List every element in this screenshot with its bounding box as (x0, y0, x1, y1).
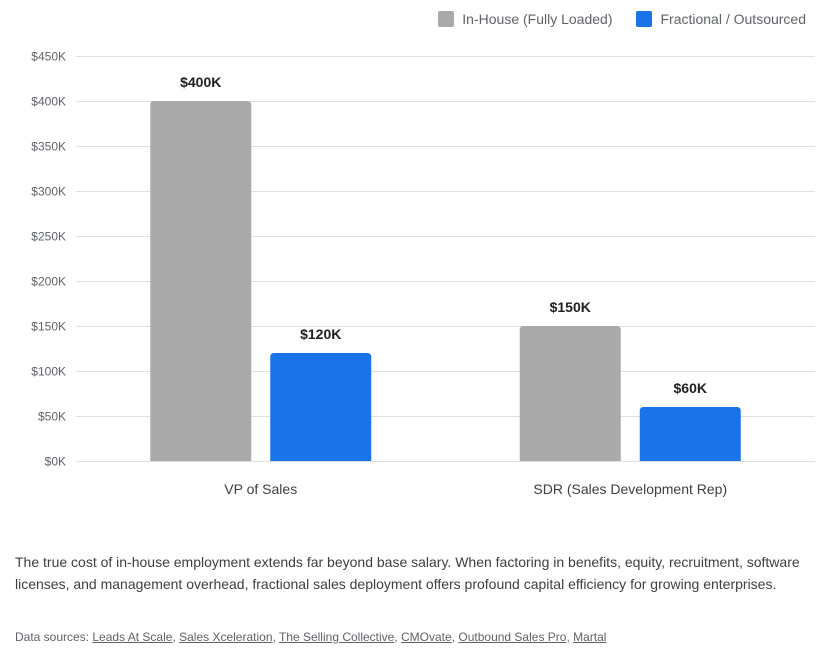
legend-swatch-in-house (438, 11, 455, 27)
y-tick-label: $50K (38, 410, 66, 424)
bar-value-label: $60K (674, 380, 707, 396)
y-tick-label: $100K (31, 365, 66, 379)
chart-caption: The true cost of in-house employment ext… (15, 554, 800, 592)
y-tick-label: $450K (31, 50, 66, 64)
legend-label-in-house: In-House (Fully Loaded) (462, 11, 613, 27)
bar-fractional-1[interactable] (639, 407, 741, 461)
source-link-martal[interactable]: Martal (573, 630, 607, 644)
legend-label-fractional: Fractional / Outsourced (660, 11, 806, 27)
bar-in-house-1[interactable] (519, 326, 621, 461)
x-tick-label: VP of Sales (224, 481, 297, 497)
source-link-leads-at-scale[interactable]: Leads At Scale (92, 630, 173, 644)
y-tick-label: $250K (31, 230, 66, 244)
source-link-outbound-sales-pro[interactable]: Outbound Sales Pro (458, 630, 567, 644)
bar-value-label: $400K (180, 74, 221, 90)
y-tick-label: $0K (45, 455, 66, 469)
x-axis-labels: VP of Sales SDR (Sales Development Rep) (224, 481, 727, 497)
y-tick-label: $150K (31, 320, 66, 334)
sources-prefix: Data sources: (15, 630, 93, 644)
y-tick-label: $350K (31, 140, 66, 154)
bar-value-label: $150K (550, 299, 591, 315)
bar-fractional-0[interactable] (270, 353, 372, 461)
bar-value-label: $120K (300, 326, 341, 342)
y-axis-ticks: $0K $50K $100K $150K $200K $250K $300K $350K $40… (31, 50, 66, 469)
x-tick-label: SDR (Sales Development Rep) (533, 481, 727, 497)
y-tick-label: $400K (31, 95, 66, 109)
y-tick-label: $200K (31, 275, 66, 289)
legend-item-in-house[interactable]: In-House (Fully Loaded) (438, 11, 612, 27)
bar-in-house-0[interactable] (150, 101, 252, 461)
legend-item-fractional[interactable]: Fractional / Outsourced (636, 11, 806, 27)
bar-value-labels: $400K $120K $150K $60K (180, 74, 707, 396)
bar-chart: $0K $50K $100K $150K $200K $250K $300K $350K $40… (31, 50, 815, 497)
chart-legend: In-House (Fully Loaded) Fractional / Out… (414, 11, 806, 27)
source-link-cmovate[interactable]: CMOvate (401, 630, 452, 644)
data-sources: Data sources: Leads At Scale, Sales Xcel… (15, 630, 607, 644)
y-tick-label: $300K (31, 185, 66, 199)
source-link-sales-xceleration[interactable]: Sales Xceleration (179, 630, 273, 644)
legend-swatch-fractional (636, 11, 653, 27)
bars (150, 101, 741, 461)
source-link-the-selling-collective[interactable]: The Selling Collective (278, 630, 395, 644)
